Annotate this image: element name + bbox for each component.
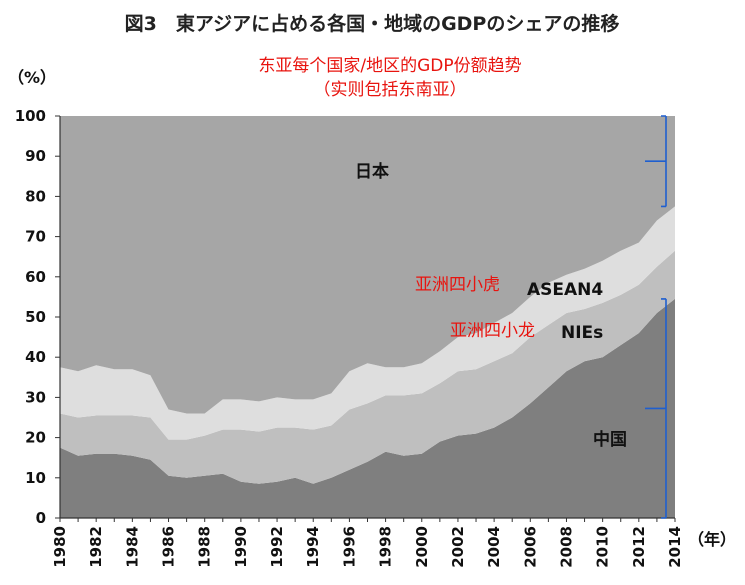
x-tick-label: 1988: [196, 526, 214, 568]
x-tick-label: 1984: [123, 526, 141, 568]
x-tick-label: 1998: [377, 526, 395, 568]
x-tick-label: 1986: [160, 526, 178, 568]
x-tick-label: 1990: [232, 526, 250, 568]
x-tick-label: 2010: [594, 526, 612, 568]
x-tick-label: 1994: [304, 526, 322, 568]
x-tick-label: 2008: [557, 526, 575, 568]
y-tick-label: 70: [25, 228, 46, 246]
y-tick-label: 90: [25, 147, 46, 165]
y-tick-label: 100: [15, 107, 46, 125]
series-label-japan: 日本: [355, 161, 389, 182]
chart-title: 図3 東アジアに占める各国・地域のGDPのシェアの推移: [125, 12, 620, 35]
y-tick-label: 10: [25, 469, 46, 487]
y-tick-label: 0: [36, 509, 46, 527]
y-axis: 0 10 20 30 40 50 60 70 80 90 100: [15, 107, 61, 527]
x-axis: 1980 1982 1984 1986 1988 1990 1992 1994 1996 1998…: [51, 517, 684, 568]
x-tick-label: 2006: [521, 526, 539, 568]
area-series-3: [60, 116, 675, 414]
x-tick-label: 1982: [87, 526, 105, 568]
series-label-asean4: ASEAN4: [527, 280, 603, 300]
annotation-line-2: （实则包括东南亚）: [314, 80, 467, 100]
x-tick-label: 2012: [630, 526, 648, 568]
y-tick-label: 60: [25, 268, 46, 286]
y-tick-label: 20: [25, 429, 46, 447]
x-tick-label: 2014: [666, 526, 684, 568]
y-tick-label: 80: [25, 187, 46, 205]
x-tick-label: 1980: [51, 526, 69, 568]
y-axis-unit: （%）: [8, 68, 56, 87]
series-label-china: 中国: [593, 429, 627, 450]
x-tick-label: 2002: [449, 526, 467, 568]
x-tick-label: 1996: [340, 526, 358, 568]
x-tick-label: 2000: [413, 526, 431, 568]
series-label-nies: NIEs: [561, 323, 603, 343]
area-series-2: [60, 206, 675, 440]
y-tick-label: 40: [25, 348, 46, 366]
x-axis-unit: （年）: [688, 530, 736, 549]
x-tick-label: 2004: [485, 526, 503, 568]
area-series-0: [60, 298, 675, 518]
y-tick-label: 30: [25, 388, 46, 406]
area-series-1: [60, 250, 675, 484]
y-tick-label: 50: [25, 308, 46, 326]
annotation-nies-cn: 亚洲四小龙: [450, 321, 535, 341]
x-tick-label: 1992: [268, 526, 286, 568]
annotation-line-1: 东亚每个国家/地区的GDP份额趋势: [258, 56, 521, 76]
bracket-japan: [645, 115, 667, 208]
bracket-china: [645, 298, 667, 519]
bracket-markers: [645, 115, 667, 519]
area-layers: [60, 116, 675, 518]
annotation-asean4-cn: 亚洲四小虎: [415, 275, 500, 295]
